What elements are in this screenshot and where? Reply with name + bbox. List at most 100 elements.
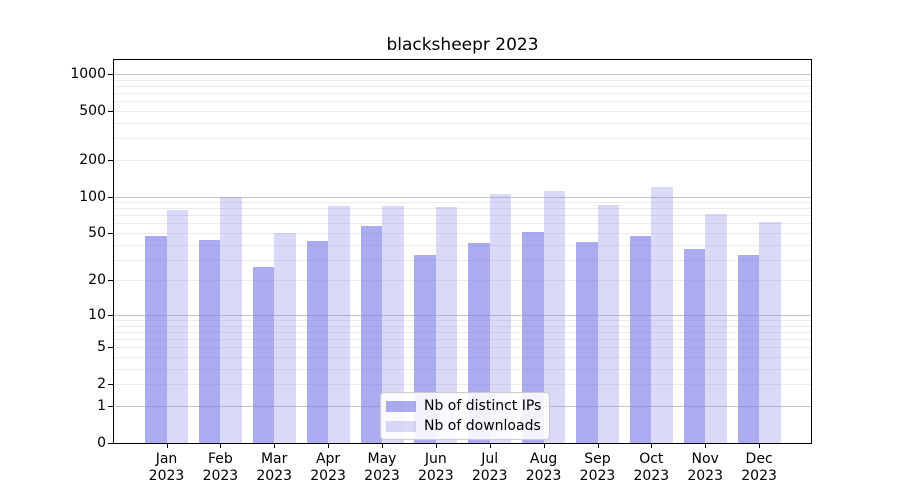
- bar-downloads: [274, 233, 296, 443]
- y-gridline-minor: [114, 320, 811, 321]
- y-gridline-minor: [114, 347, 811, 349]
- y-axis-tick: [108, 73, 113, 75]
- y-tick-label: 100: [79, 188, 106, 205]
- x-tick-label: Oct 2023: [633, 451, 670, 484]
- bar-distinct-ips: [737, 254, 760, 443]
- y-gridline-minor: [114, 325, 811, 327]
- bar-downloads: [651, 186, 673, 443]
- y-gridline-minor: [114, 244, 811, 246]
- x-axis-tick: [435, 444, 437, 448]
- y-tick-label: 5: [97, 339, 106, 356]
- x-axis-tick: [705, 444, 707, 448]
- y-gridline-minor: [114, 85, 811, 87]
- bar-downloads: [435, 207, 458, 443]
- x-tick-label: Aug 2023: [525, 451, 562, 484]
- plot-area: [113, 59, 812, 444]
- y-gridline-major: [114, 196, 811, 198]
- x-tick-label: Jun 2023: [417, 451, 454, 484]
- y-tick-label: 10: [88, 306, 106, 323]
- y-tick-label: 20: [88, 272, 106, 289]
- y-gridline-minor: [114, 339, 811, 341]
- bar-distinct-ips: [306, 240, 329, 443]
- bar-distinct-ips: [629, 236, 652, 443]
- x-tick-label: Feb 2023: [202, 451, 239, 484]
- y-gridline-minor: [114, 368, 811, 370]
- y-tick-label: 1: [97, 398, 106, 414]
- bar-downloads: [543, 191, 566, 443]
- y-gridline-minor: [114, 101, 811, 103]
- x-axis-tick: [274, 444, 276, 448]
- x-axis-tick: [543, 444, 545, 448]
- bar-distinct-ips: [576, 242, 598, 443]
- x-tick-label: Nov 2023: [687, 451, 723, 484]
- y-gridline-major: [114, 314, 811, 316]
- x-axis-tick: [651, 444, 653, 448]
- y-axis-tick: [108, 110, 113, 112]
- y-tick-label: 1000: [70, 65, 106, 82]
- y-gridline-minor: [114, 208, 811, 210]
- y-tick-label: 0: [97, 435, 106, 451]
- bar-distinct-ips: [683, 248, 706, 443]
- y-gridline-minor: [114, 384, 811, 386]
- y-axis-tick: [108, 314, 113, 316]
- legend-label-downloads: Nb of downloads: [424, 418, 541, 434]
- bar-distinct-ips: [360, 226, 382, 443]
- bar-downloads: [328, 205, 350, 443]
- y-axis-tick: [108, 233, 113, 234]
- x-axis-tick: [220, 444, 222, 448]
- x-axis-tick: [489, 444, 491, 448]
- legend-item-distinct-ips: Nb of distinct IPs: [386, 398, 541, 414]
- legend-item-downloads: Nb of downloads: [386, 418, 541, 434]
- x-axis-tick: [382, 444, 383, 448]
- x-tick-label: Mar 2023: [256, 451, 292, 484]
- x-tick-label: Jul 2023: [471, 451, 508, 484]
- bar-distinct-ips: [198, 239, 221, 443]
- y-gridline-major: [114, 73, 811, 75]
- y-gridline-minor: [114, 259, 811, 261]
- y-gridline-minor: [114, 93, 811, 94]
- x-tick-label: Sep 2023: [579, 451, 616, 484]
- y-axis-tick: [108, 384, 113, 386]
- y-gridline-minor: [114, 280, 811, 282]
- y-gridline-minor: [114, 122, 811, 124]
- y-tick-label: 2: [97, 376, 106, 393]
- y-gridline-minor: [114, 138, 811, 140]
- y-gridline-minor: [114, 233, 811, 234]
- y-tick-label: 500: [79, 102, 106, 119]
- y-gridline-minor: [114, 357, 811, 358]
- bar-downloads: [705, 213, 727, 443]
- y-axis-tick: [108, 406, 113, 407]
- y-gridline-minor: [114, 202, 811, 203]
- y-axis-tick: [108, 159, 113, 161]
- bar-downloads: [759, 221, 781, 443]
- x-tick-label: Dec 2023: [741, 451, 777, 484]
- bar-downloads: [166, 209, 188, 443]
- chart-title: blacksheepr 2023: [386, 35, 539, 55]
- y-axis-tick: [108, 347, 113, 349]
- x-tick-label: Jan 2023: [148, 451, 185, 484]
- y-gridline-minor: [114, 110, 811, 112]
- x-tick-label: Apr 2023: [310, 451, 346, 484]
- y-gridline-minor: [114, 215, 811, 217]
- bar-downloads: [489, 193, 512, 443]
- bar-distinct-ips: [252, 266, 275, 443]
- x-axis-tick: [328, 444, 330, 448]
- y-gridline-minor: [114, 79, 811, 81]
- y-gridline-minor: [114, 159, 811, 161]
- x-axis-tick: [759, 444, 761, 448]
- bar-downloads: [220, 196, 242, 443]
- legend: Nb of distinct IPs Nb of downloads: [380, 392, 551, 440]
- bar-downloads: [382, 205, 404, 443]
- x-axis-tick: [597, 444, 599, 448]
- y-axis-tick: [108, 280, 113, 282]
- y-axis-tick: [108, 443, 113, 444]
- x-tick-label: May 2023: [364, 451, 400, 484]
- legend-label-distinct-ips: Nb of distinct IPs: [424, 398, 542, 414]
- y-tick-label: 200: [79, 151, 106, 168]
- y-axis-tick: [108, 196, 113, 198]
- bar-distinct-ips: [145, 236, 167, 443]
- legend-swatch-downloads: [386, 420, 416, 432]
- bar-downloads: [597, 205, 619, 443]
- x-axis-tick: [166, 444, 168, 448]
